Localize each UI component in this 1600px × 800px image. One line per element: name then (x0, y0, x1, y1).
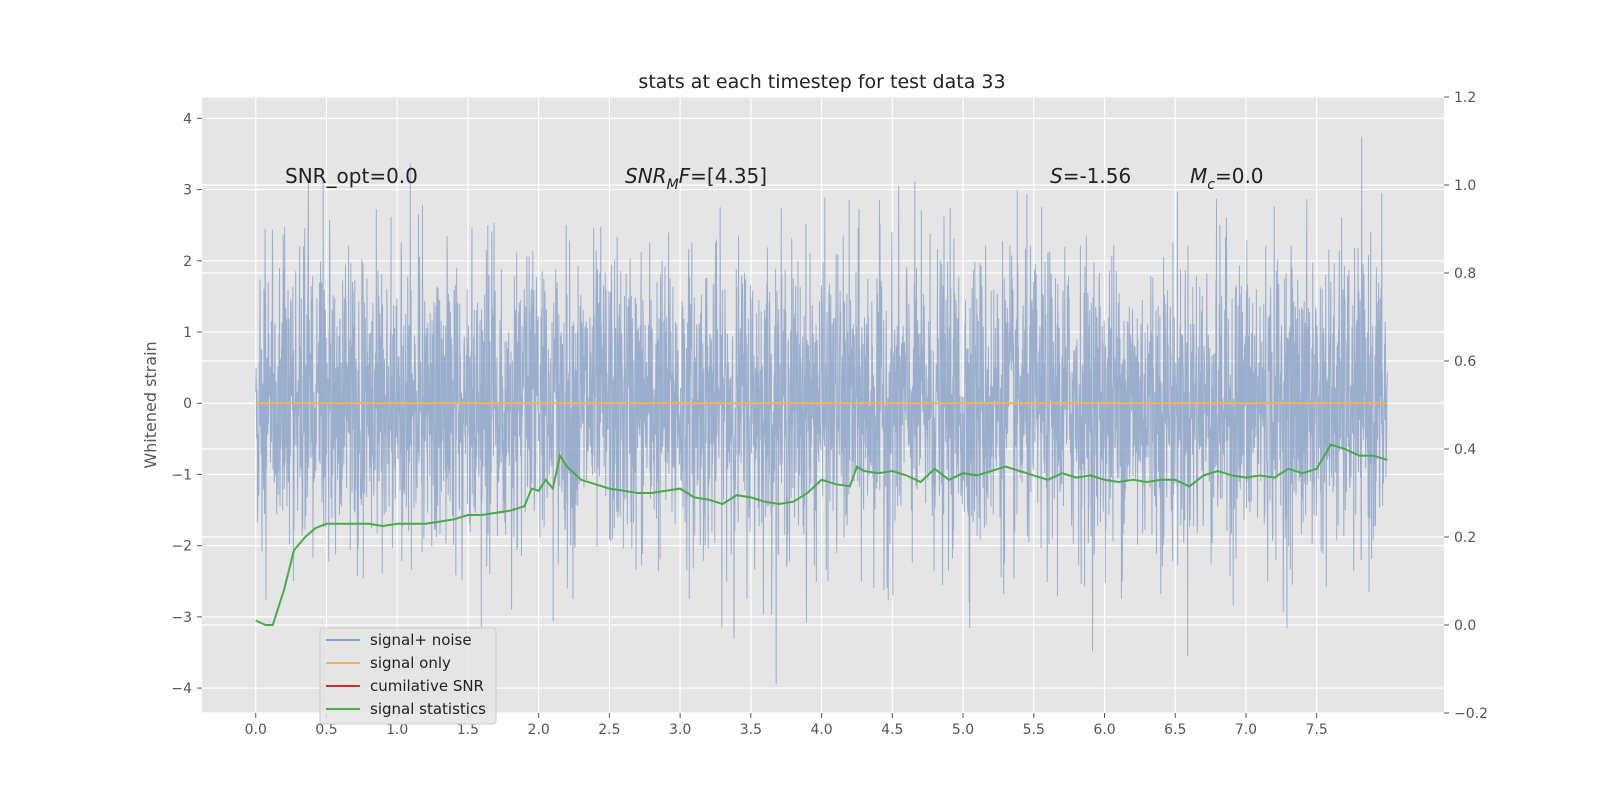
x-tick-label: 1.0 (386, 722, 408, 738)
x-tick-label: 2.5 (598, 722, 620, 738)
series-signal-statistics (255, 443, 1388, 626)
y-ticks: −4 −3 −2 −1 0 1 2 3 4 (171, 111, 202, 697)
y2-tick-label: −0.2 (1454, 706, 1488, 722)
x-tick-label: 5.5 (1023, 722, 1045, 738)
y-tick-label: 0 (183, 396, 192, 412)
x-tick-label: 4.5 (881, 722, 903, 738)
y-tick-label: −1 (171, 467, 192, 483)
y2-tick-label: 1.2 (1454, 90, 1476, 106)
series-signal-plus-noise (255, 136, 1388, 685)
y2-tick-label: 1.0 (1454, 178, 1476, 194)
annotation-s: S=-1.56 (1050, 164, 1131, 188)
x-tick-label: 1.5 (457, 722, 479, 738)
y2-tick-label: 0.6 (1454, 354, 1476, 370)
x-tick-label: 0.5 (315, 722, 337, 738)
legend-label-signal-only: signal only (370, 654, 451, 672)
x-tick-label: 4.0 (810, 722, 832, 738)
y-tick-label: 2 (183, 254, 192, 270)
x-tick-label: 5.0 (952, 722, 974, 738)
legend-label-signal-noise: signal+ noise (370, 631, 472, 649)
legend-label-cumulative-snr: cumilative SNR (370, 677, 484, 695)
legend-label-signal-statistics: signal statistics (370, 700, 486, 718)
y2-tick-label: 0.8 (1454, 266, 1476, 282)
y-axis-label: Whitened strain (141, 341, 160, 468)
signal-statistics-line (255, 443, 1388, 626)
y-tick-label: −4 (171, 681, 192, 697)
x-tick-label: 7.5 (1306, 722, 1328, 738)
annotation-snr-mf: SNRMF=[4.35] (625, 164, 767, 193)
y2-tick-label: 0.4 (1454, 442, 1476, 458)
y-tick-label: −3 (171, 610, 192, 626)
y-tick-label: 3 (183, 183, 192, 199)
x-tick-label: 6.5 (1164, 722, 1186, 738)
y-tick-label: 4 (183, 111, 192, 127)
legend-box (319, 627, 497, 725)
signal-noise-line (255, 136, 1388, 685)
x-tick-label: 7.0 (1235, 722, 1257, 738)
y2-tick-label: 0.0 (1454, 618, 1476, 634)
x-ticks: 0.0 0.5 1.0 1.5 2.0 2.5 3.0 3.5 4.0 4.5 5.0 5.5 6.0 6… (245, 713, 1328, 738)
x-tick-label: 2.0 (528, 722, 550, 738)
x-tick-label: 3.5 (740, 722, 762, 738)
x-tick-label: 3.0 (669, 722, 691, 738)
legend: signal+ noise signal only cumilative SNR… (319, 627, 497, 725)
annotation-snr-opt: SNR_opt=0.0 (285, 164, 418, 188)
chart-title: stats at each timestep for test data 33 (638, 71, 1005, 93)
x-tick-label: 0.0 (245, 722, 267, 738)
y-tick-label: −2 (171, 539, 192, 555)
x-tick-label: 6.0 (1093, 722, 1115, 738)
annotation-mc: Mc=0.0 (1190, 164, 1264, 193)
y2-tick-label: 0.2 (1454, 530, 1476, 546)
y-tick-label: 1 (183, 325, 192, 341)
y2-ticks: −0.2 0.0 0.2 0.4 0.6 0.8 1.0 1.2 (1444, 90, 1488, 722)
